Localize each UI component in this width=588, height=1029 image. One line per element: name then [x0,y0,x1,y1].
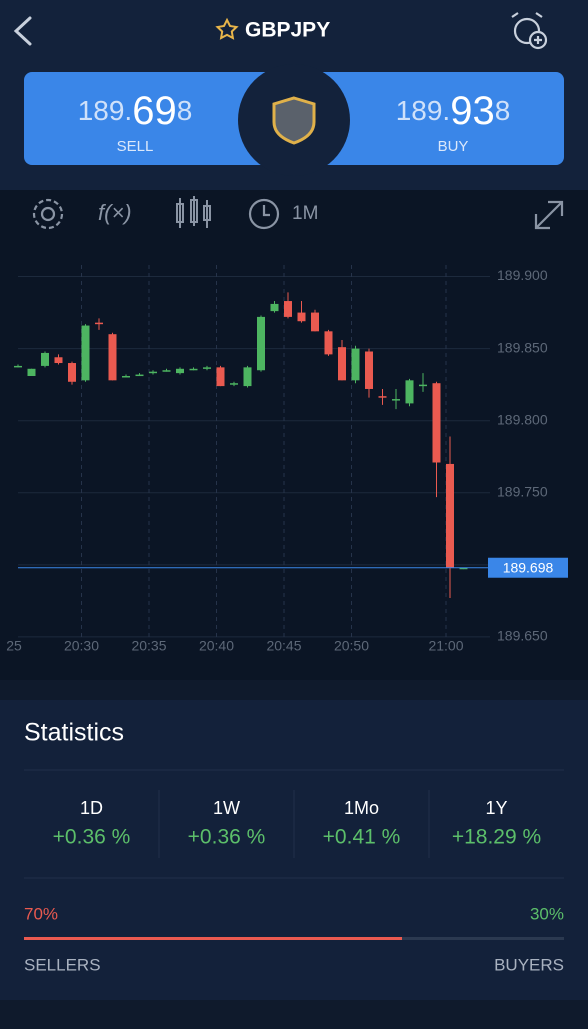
last-price-box [488,557,568,578]
candle-body [257,316,265,371]
candle-body [27,368,36,377]
period-stats: 1D +0.36 % 1W +0.36 % 1Mo +0.41 % 1Y +18.29 % [53,790,541,858]
candle-body [311,312,319,332]
settings-icon[interactable] [32,198,64,230]
candle-body [419,384,427,387]
y-tick-label: 189.850 [497,339,548,355]
candle-body [41,352,49,366]
x-tick-label: 20:30 [64,638,99,654]
candle-body [351,348,360,381]
alarm-button[interactable] [511,12,548,50]
buy-label: BUY [438,138,469,155]
candle-body [149,371,157,374]
period-change: +0.36 % [188,826,266,849]
statistics-title: Statistics [24,719,124,747]
period-change: +0.41 % [323,826,401,849]
fullscreen-icon[interactable] [534,200,564,230]
candle-body [14,365,22,368]
back-button[interactable] [13,16,32,46]
candle-body [324,331,333,355]
candle-body [378,396,387,398]
candle-body [297,312,306,322]
candles-icon[interactable] [176,196,211,228]
candle-body [432,383,441,463]
sellers-bar [24,937,402,940]
period-label: 1D [80,798,103,818]
buy-price[interactable]: 189.938 [396,89,511,133]
y-tick-label: 189.750 [497,483,548,499]
candle-body [216,367,225,387]
period-label: 1W [213,798,240,818]
y-tick-label: 189.800 [497,411,548,427]
period-change: +18.29 % [452,826,541,849]
candle-body [81,325,90,381]
candle-body [95,322,103,325]
candle-body [270,303,279,312]
sentiment: 70% 30% SELLERS BUYERS [24,904,564,974]
candle-body [338,347,346,381]
x-tick-label: 20:40 [199,638,234,654]
candle-body [230,383,238,385]
candle-body [243,367,252,387]
period-change: +0.36 % [53,826,131,849]
candle-body [405,380,414,404]
candle-body [446,463,454,568]
last-price-label: 189.698 [503,559,554,575]
candle-body [365,351,373,389]
candle-body [122,376,130,378]
x-tick-label: 21:00 [428,638,463,654]
y-tick-label: 189.650 [497,628,548,644]
x-tick-label: 25 [6,638,22,654]
timeframe-label[interactable]: 1M [292,203,318,224]
candle-body [68,363,76,382]
candle-body [203,367,211,369]
chart-panel [0,190,588,680]
candle-body [284,301,292,317]
buyers-percent: 30% [530,904,564,923]
candle-body [459,567,468,570]
x-tick-label: 20:35 [131,638,166,654]
sell-price[interactable]: 189.698 [78,89,193,133]
indicators-icon[interactable]: f(×) [98,200,132,225]
candle-body [189,368,198,371]
symbol-title: GBPJPY [245,19,330,42]
shield-icon[interactable] [272,96,316,145]
buyers-name: BUYERS [494,955,564,974]
sellers-name: SELLERS [24,955,101,974]
favorite-star[interactable] [215,17,239,40]
period-label: 1Mo [344,798,379,818]
buyers-bar [402,937,564,940]
candle-body [135,374,144,377]
timeframe-icon[interactable] [248,198,280,230]
candle-body [392,399,400,401]
y-tick-label: 189.900 [497,267,548,283]
candlestick-chart: 189.650189.700189.750189.800189.850189.9… [6,265,568,654]
sellers-percent: 70% [24,904,58,923]
candle-body [162,370,171,372]
candle-body [108,334,117,381]
x-tick-label: 20:50 [334,638,369,654]
x-tick-label: 20:45 [266,638,301,654]
candle-body [54,357,63,364]
period-label: 1Y [485,798,507,818]
sell-label: SELL [117,138,154,155]
candle-body [176,368,184,374]
